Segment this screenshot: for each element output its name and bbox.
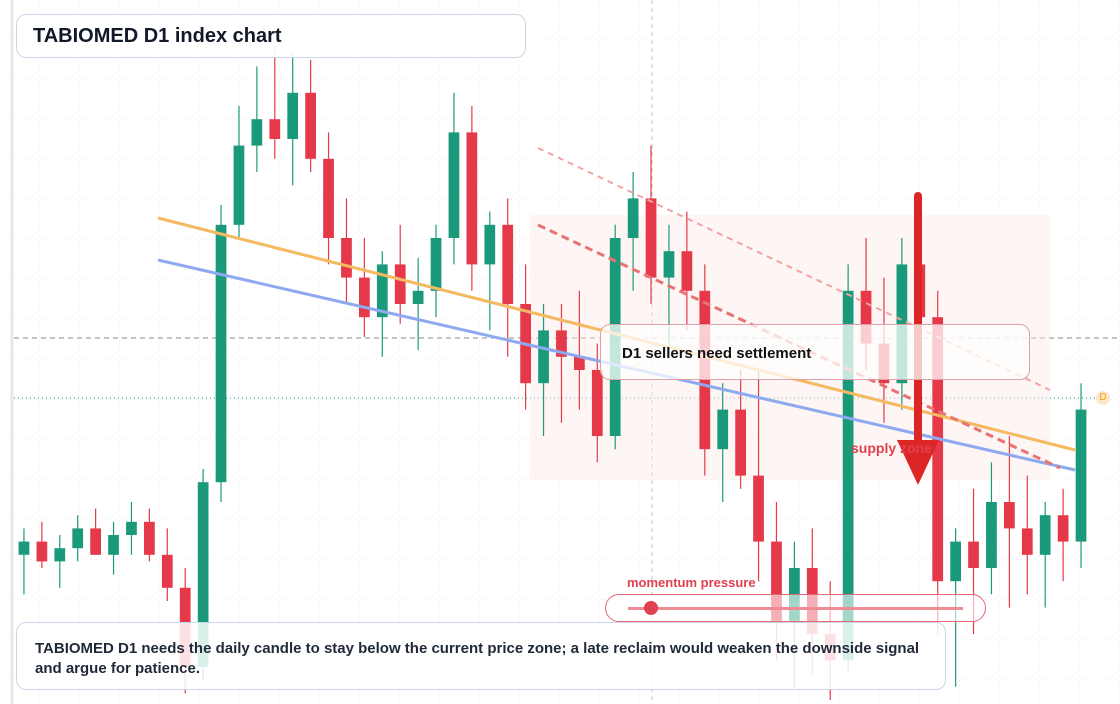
candle-body [968,541,979,568]
candle-body [538,330,549,384]
candle-body [860,290,872,344]
candle-body [1021,528,1033,555]
candle-body [412,290,424,304]
candle-body [627,198,639,238]
candle-body [323,158,334,238]
candle-body [448,132,460,238]
candle-body [251,119,263,146]
candle-body [54,548,66,562]
arrow-head [897,440,939,485]
candle-body [1004,502,1015,529]
candle-body [197,482,209,667]
candle-body [753,475,764,542]
momentum-bar [628,607,963,610]
candle-body [305,92,316,159]
candle-body [269,119,281,139]
chart-title: TABIOMED D1 index chart [16,14,526,58]
candle-body [233,145,245,225]
momentum-track [605,594,986,622]
candle-body [215,224,227,483]
candle-body [645,198,657,278]
candle-body [161,554,173,588]
candle-body [108,535,119,555]
candle-body [896,264,908,384]
zone-label: supply zone [851,440,932,456]
candle-body [735,409,746,476]
candle-body [394,264,406,304]
candle-body [842,290,854,661]
candle-body [1057,515,1069,542]
candle-body [591,370,603,436]
candle-body [681,251,693,291]
candle-body [287,92,299,139]
candle-body [72,528,84,549]
candle-body [717,409,729,450]
candle-body [986,502,997,568]
candle-body [466,132,478,265]
candle-body [90,528,101,555]
candle-body [376,264,388,318]
candle-body [1075,409,1087,542]
candle-body [341,238,352,278]
candle-body [484,224,496,265]
candle-body [574,356,585,370]
candle-body [663,251,675,278]
momentum-label: momentum pressure [627,575,756,590]
candle-body [36,541,48,562]
candle-body [950,541,961,582]
candle-body [126,521,137,535]
price-marker: D [1096,391,1110,405]
candle-body [771,541,782,621]
candle-body [144,521,155,555]
momentum-knob [644,601,658,615]
candle-body [502,224,514,304]
callout: D1 sellers need settlement [600,324,1030,380]
candle-body [359,277,370,318]
candle-body [18,541,30,555]
candle-body [1039,515,1051,555]
candle-body [556,330,567,357]
candle-body [932,317,944,582]
note: TABIOMED D1 needs the daily candle to st… [16,622,946,690]
candle-body [430,238,442,291]
